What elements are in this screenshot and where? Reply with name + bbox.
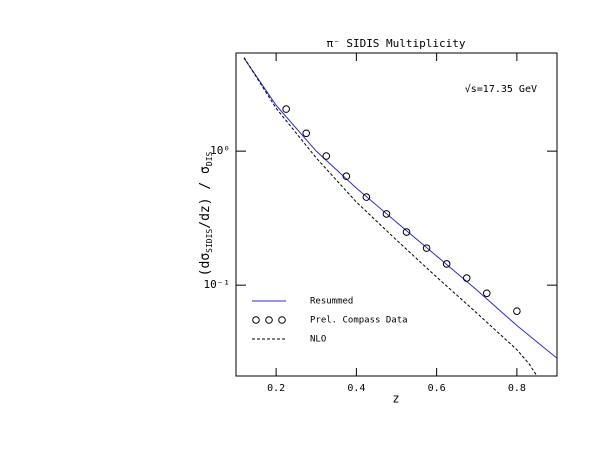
legend-symbol	[265, 316, 273, 324]
legend-symbol	[278, 316, 286, 324]
chart-title: π⁻ SIDIS Multiplicity	[326, 37, 465, 50]
data-point	[482, 289, 491, 298]
y-tick-label: 10⁰	[210, 144, 230, 157]
series-line	[243, 57, 557, 359]
data-point	[462, 274, 471, 282]
y-label-part: (dσ	[198, 253, 213, 277]
x-tick-label: 0.2	[267, 383, 285, 394]
x-tick-label: 0.8	[508, 383, 526, 394]
data-point	[362, 193, 371, 201]
data-point	[382, 210, 391, 218]
data-point	[442, 260, 451, 268]
legend-label: Prel. Compass Data	[310, 316, 408, 326]
y-label-part: SIDIS	[205, 229, 214, 253]
x-tick-label: 0.6	[428, 383, 446, 394]
data-point	[302, 129, 311, 138]
annotation: √s=17.35 GeV	[465, 83, 537, 95]
x-tick-label: 0.4	[347, 383, 365, 394]
y-axis-label: (dσSIDIS/dz) / σDIS	[198, 151, 214, 276]
data-point	[342, 172, 351, 181]
legend-label: NLO	[310, 335, 326, 345]
data-point	[322, 152, 331, 160]
data-point	[282, 105, 290, 113]
y-label-part: DIS	[205, 151, 214, 166]
x-axis-label: z	[392, 392, 399, 406]
plot-frame	[235, 52, 558, 377]
y-label-part: /dz) / σ	[198, 166, 213, 229]
series-line	[243, 57, 538, 376]
data-point	[422, 244, 431, 252]
y-tick-label: 10⁻¹	[204, 278, 231, 291]
data-point	[402, 228, 411, 236]
legend-symbol	[252, 316, 260, 324]
legend-label: Resummed	[310, 297, 353, 307]
data-point	[513, 307, 521, 315]
